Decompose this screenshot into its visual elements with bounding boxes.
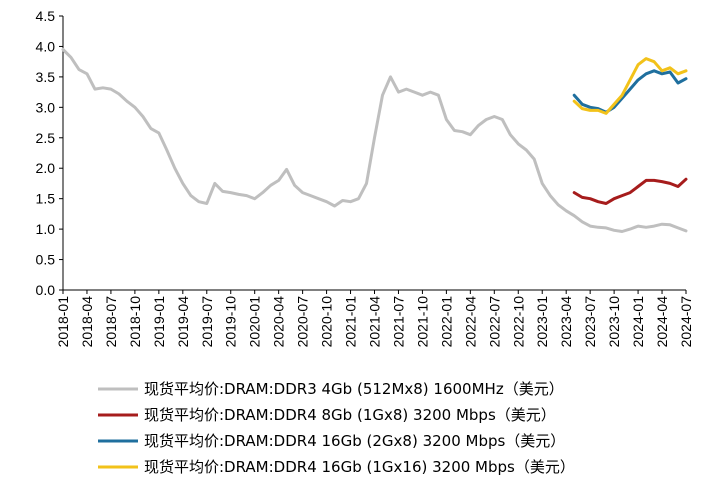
- x-axis: 2018-01 2018-04 2018-07 2018-10 2019-01 2019-…: [55, 289, 694, 348]
- x-tick-label: 2024-04: [654, 296, 670, 348]
- x-tick-label: 2019-10: [223, 296, 239, 348]
- y-axis: 0.0 0.5 1.0 1.5 2.0 2.5 3.0 3.5 4.0 4.5: [36, 8, 64, 298]
- legend-label-2: 现货平均价:DRAM:DDR4 16Gb (2Gx8) 3200 Mbps（美元…: [144, 432, 565, 450]
- legend-label-1: 现货平均价:DRAM:DDR4 8Gb (1Gx8) 3200 Mbps（美元）: [144, 406, 556, 424]
- y-tick-label: 1.0: [36, 221, 56, 237]
- x-tick-label: 2018-04: [79, 296, 95, 348]
- series-line-3: [572, 57, 688, 115]
- x-tick-label: 2018-07: [103, 296, 119, 348]
- x-tick-label: 2022-10: [510, 296, 526, 348]
- series-line-0: [61, 48, 688, 233]
- x-tick-label: 2019-04: [175, 296, 191, 348]
- x-tick-label: 2023-04: [558, 296, 574, 348]
- x-tick-label: 2020-07: [295, 296, 311, 348]
- x-tick-label: 2018-01: [55, 296, 71, 348]
- x-tick-label: 2022-07: [486, 296, 502, 348]
- y-tick-label: 4.0: [36, 38, 56, 54]
- legend-label-0: 现货平均价:DRAM:DDR3 4Gb (512Mx8) 1600MHz（美元）: [144, 380, 564, 398]
- y-tick-label: 0.5: [36, 252, 56, 268]
- series-line-2: [572, 69, 688, 114]
- x-tick-label: 2021-07: [390, 296, 406, 348]
- x-tick-label: 2021-10: [414, 296, 430, 348]
- x-tick-label: 2023-10: [606, 296, 622, 348]
- x-tick-label: 2022-04: [462, 296, 478, 348]
- x-tick-label: 2022-01: [438, 296, 454, 348]
- x-tick-label: 2020-04: [271, 296, 287, 348]
- y-tick-label: 2.0: [36, 160, 56, 176]
- x-tick-label: 2019-07: [199, 296, 215, 348]
- x-tick-label: 2020-01: [247, 296, 263, 348]
- legend-label-3: 现货平均价:DRAM:DDR4 16Gb (1Gx16) 3200 Mbps（美…: [144, 458, 575, 476]
- x-tick-label: 2019-01: [151, 296, 167, 348]
- x-tick-label: 2024-07: [678, 296, 694, 348]
- y-tick-label: 3.5: [36, 69, 56, 85]
- x-tick-label: 2021-01: [343, 296, 359, 348]
- series-layer: [61, 48, 688, 233]
- x-tick-label: 2021-04: [367, 296, 383, 348]
- y-tick-label: 3.0: [36, 99, 56, 115]
- x-tick-label: 2023-07: [582, 296, 598, 348]
- y-tick-label: 4.5: [36, 8, 56, 24]
- y-tick-label: 1.5: [36, 191, 56, 207]
- x-tick-label: 2023-01: [534, 296, 550, 348]
- y-tick-label: 2.5: [36, 130, 56, 146]
- series-line-1: [572, 177, 688, 205]
- x-tick-label: 2018-10: [127, 296, 143, 348]
- legend: 现货平均价:DRAM:DDR3 4Gb (512Mx8) 1600MHz（美元）…: [98, 380, 575, 476]
- x-tick-label: 2020-10: [319, 296, 335, 348]
- x-tick-label: 2024-01: [630, 296, 646, 348]
- y-tick-label: 0.0: [36, 282, 56, 298]
